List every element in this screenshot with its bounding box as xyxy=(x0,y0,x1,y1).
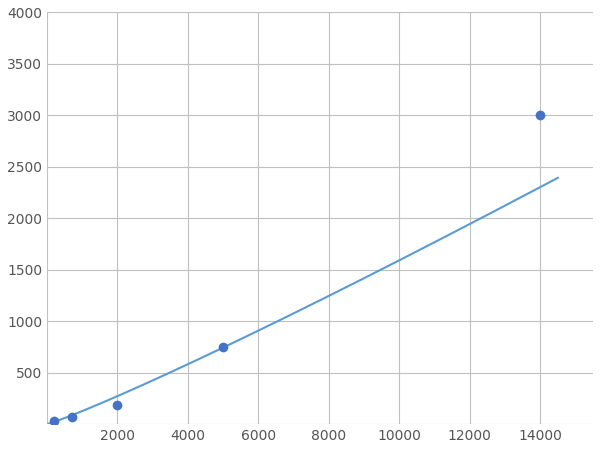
Point xyxy=(535,112,545,119)
Point xyxy=(49,418,59,425)
Point xyxy=(218,343,228,351)
Point xyxy=(67,414,76,421)
Point xyxy=(113,401,122,409)
